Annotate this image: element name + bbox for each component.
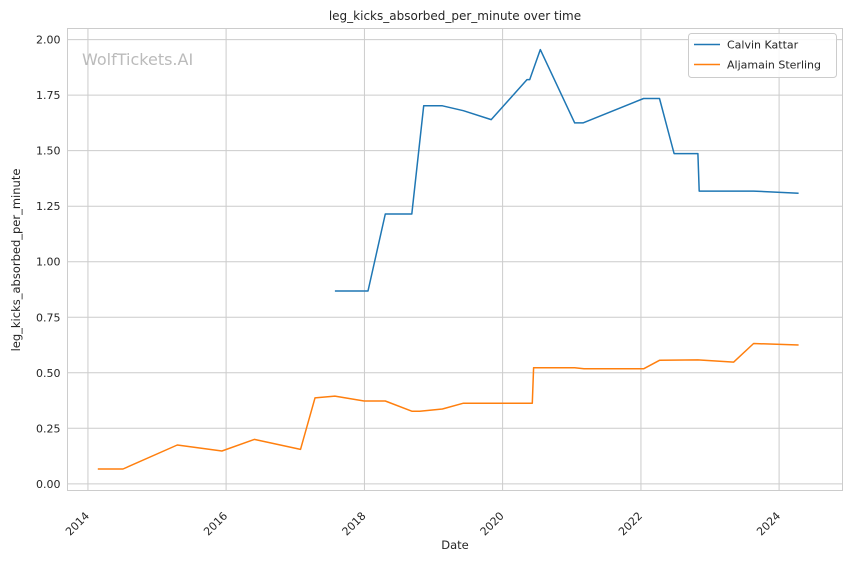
y-tick-label: 2.00 xyxy=(36,34,61,47)
legend: Calvin Kattar Aljamain Sterling xyxy=(688,33,837,78)
x-tick-label: 2014 xyxy=(63,509,92,538)
y-tick-label: 1.75 xyxy=(36,89,61,102)
legend-box xyxy=(688,33,837,78)
y-axis-label: leg_kicks_absorbed_per_minute xyxy=(9,169,23,352)
y-tick-label: 1.00 xyxy=(36,256,61,269)
x-tick-label: 2016 xyxy=(201,509,230,538)
y-tick-label: 1.25 xyxy=(36,200,61,213)
x-tick-label: 2020 xyxy=(478,509,507,538)
plot-frame xyxy=(67,28,843,491)
y-tick-label: 0.50 xyxy=(36,367,61,380)
chart-title: leg_kicks_absorbed_per_minute over time xyxy=(329,9,581,23)
legend-label-aljamain-sterling: Aljamain Sterling xyxy=(727,59,821,72)
x-axis-label: Date xyxy=(441,538,469,552)
series-line-aljamain-sterling xyxy=(97,342,799,470)
series-line-calvin-kattar xyxy=(334,48,799,292)
y-tick-label: 0.00 xyxy=(36,478,61,491)
series-lines xyxy=(97,48,799,470)
legend-label-calvin-kattar: Calvin Kattar xyxy=(727,39,799,52)
x-tick-label: 2022 xyxy=(616,509,645,538)
x-tick-label: 2024 xyxy=(754,509,783,538)
grid-lines xyxy=(67,28,843,491)
y-tick-label: 0.75 xyxy=(36,311,61,324)
tick-labels: 0.00 0.25 0.50 0.75 1.00 1.25 1.50 1.75 2.00 2014… xyxy=(36,34,783,539)
x-tick-label: 2018 xyxy=(340,509,369,538)
y-tick-label: 1.50 xyxy=(36,145,61,158)
y-tick-label: 0.25 xyxy=(36,422,61,435)
watermark-text: WolfTickets.AI xyxy=(82,50,193,69)
